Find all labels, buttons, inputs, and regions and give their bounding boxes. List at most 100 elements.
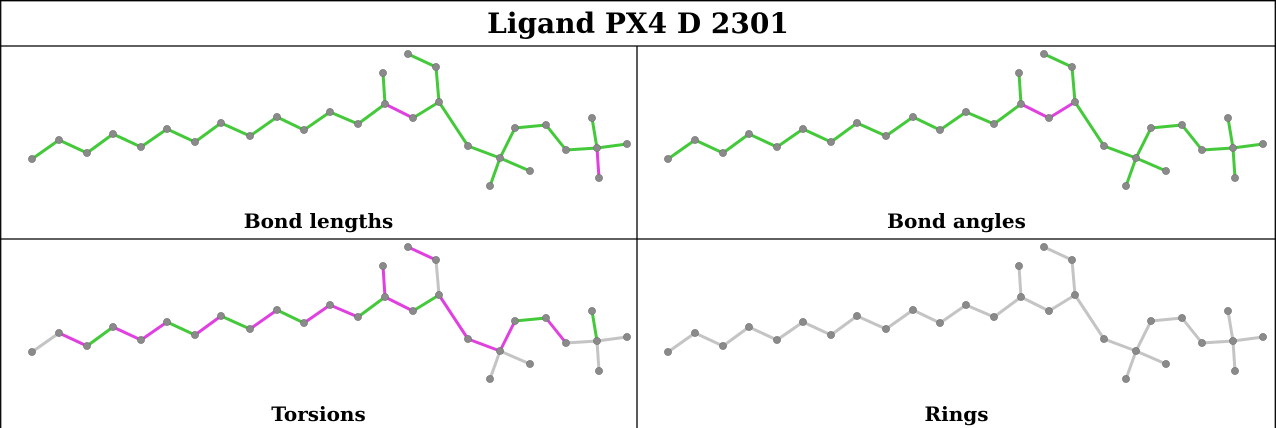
atom	[191, 138, 199, 146]
bond	[466, 144, 502, 160]
bond	[513, 123, 548, 130]
bond	[437, 100, 470, 148]
bond	[85, 132, 115, 155]
bond	[139, 127, 169, 149]
atom	[246, 132, 254, 140]
bond	[139, 320, 169, 342]
atom	[496, 154, 504, 162]
atom	[83, 342, 91, 350]
atom	[909, 113, 917, 121]
atom	[526, 360, 534, 368]
bond	[911, 115, 942, 132]
bond	[721, 325, 751, 348]
atom	[799, 318, 807, 326]
atom	[1045, 114, 1053, 122]
bond	[1124, 349, 1138, 381]
atom	[409, 307, 417, 315]
bond	[383, 295, 415, 313]
bond	[85, 325, 115, 348]
atom	[827, 138, 835, 146]
atom	[273, 113, 281, 121]
bond	[1134, 156, 1168, 173]
atom	[1017, 100, 1025, 108]
bond	[801, 127, 833, 144]
atom	[28, 348, 36, 356]
bond	[57, 138, 89, 155]
bond	[992, 295, 1023, 319]
atom	[853, 119, 861, 127]
atom	[404, 50, 412, 58]
bond	[801, 320, 833, 337]
bond	[564, 339, 599, 345]
figure-title: Ligand PX4 D 2301	[487, 6, 789, 40]
caption-bond-angles: Bond angles	[887, 209, 1026, 233]
bond	[1180, 316, 1204, 345]
bond	[829, 314, 859, 337]
atom	[379, 69, 387, 77]
bond	[855, 314, 888, 331]
bond	[1231, 146, 1237, 180]
atom	[354, 120, 362, 128]
atom	[595, 174, 603, 182]
bond	[498, 319, 517, 353]
atom	[990, 120, 998, 128]
bond	[193, 121, 223, 144]
bond	[1226, 309, 1235, 343]
atom	[217, 119, 225, 127]
bond	[111, 325, 143, 342]
bond	[884, 308, 915, 331]
atom	[1017, 293, 1025, 301]
bond	[1124, 156, 1138, 188]
bond	[938, 303, 968, 325]
bond	[595, 146, 601, 180]
bond	[165, 320, 197, 337]
atom	[623, 140, 631, 148]
atom	[464, 142, 472, 150]
atom	[1229, 144, 1237, 152]
atom	[745, 323, 753, 331]
bond	[411, 293, 441, 313]
bond	[1231, 339, 1237, 373]
atom	[464, 335, 472, 343]
atom	[137, 336, 145, 344]
bond	[775, 320, 805, 342]
atom	[1122, 182, 1130, 190]
atom	[1045, 307, 1053, 315]
bond	[513, 316, 548, 323]
bond	[381, 264, 387, 299]
atom	[719, 342, 727, 350]
atom	[1229, 337, 1237, 345]
atom	[381, 100, 389, 108]
atom	[55, 136, 63, 144]
bond	[57, 331, 89, 348]
atom	[1068, 256, 1076, 264]
atom	[593, 337, 601, 345]
bond	[328, 303, 360, 319]
bond	[1070, 258, 1077, 297]
bond	[406, 245, 438, 262]
atom	[326, 301, 334, 309]
bond	[884, 115, 915, 138]
bond	[437, 293, 470, 341]
atom	[28, 155, 36, 163]
bond	[1019, 295, 1051, 313]
atom	[1198, 339, 1206, 347]
atom	[137, 143, 145, 151]
atom	[1071, 291, 1079, 299]
bond	[302, 303, 332, 325]
bond	[666, 138, 697, 161]
atom	[486, 375, 494, 383]
atom	[962, 108, 970, 116]
atom	[882, 325, 890, 333]
bond	[111, 132, 143, 149]
atom	[1122, 375, 1130, 383]
atom	[354, 313, 362, 321]
bond	[1102, 337, 1138, 353]
atom	[1162, 360, 1170, 368]
atom	[511, 317, 519, 325]
bond	[406, 52, 438, 69]
bond	[590, 116, 599, 150]
atom	[109, 323, 117, 331]
